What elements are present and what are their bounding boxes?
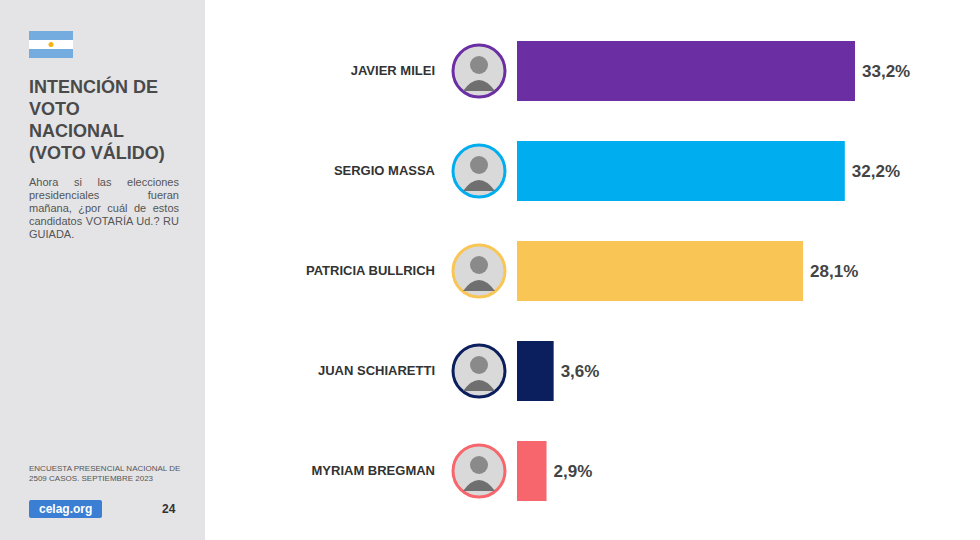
category-label: JAVIER MILEI: [351, 63, 435, 78]
portrait-frame: [453, 345, 505, 397]
category-label: MYRIAM BREGMAN: [312, 463, 436, 478]
portrait: [453, 445, 505, 497]
category-label: JUAN SCHIARETTI: [318, 363, 435, 378]
portrait-frame: [453, 145, 505, 197]
portrait-body: [463, 380, 495, 391]
portrait-head: [470, 256, 488, 274]
portrait-head: [470, 456, 488, 474]
bar: [517, 241, 803, 301]
portraits: [453, 45, 505, 497]
tick: SERGIO MASSA: [334, 163, 436, 178]
bar: [517, 41, 855, 101]
chart: JAVIER MILEI SERGIO MASSA PATRICIA BULLRIC…: [0, 0, 980, 540]
flag-stripe: [29, 49, 73, 58]
bar: [517, 341, 554, 401]
page-number: 24: [162, 502, 175, 516]
logo: celag.org: [29, 500, 102, 518]
flag-stripe: [29, 40, 73, 49]
portrait-body: [463, 80, 495, 91]
tick: JUAN SCHIARETTI: [318, 363, 435, 378]
portrait-head: [470, 56, 488, 74]
bar: [517, 141, 845, 201]
flag-stripe: [29, 31, 73, 40]
portrait: [453, 145, 505, 197]
data-label: 32,2%: [852, 162, 900, 181]
data-label: 2,9%: [554, 462, 593, 481]
category-label: SERGIO MASSA: [334, 163, 436, 178]
source-note: ENCUESTA PRESENCIAL NACIONAL DE 2509 CAS…: [29, 464, 189, 484]
title: INTENCIÓN DE VOTO NACIONAL (VOTO VÁLIDO): [29, 76, 179, 164]
data-label: 33,2%: [862, 62, 910, 81]
data-labels: 33,2% 32,2% 28,1% 3,6% 2,9%: [554, 62, 911, 481]
data-label: 28,1%: [810, 262, 858, 281]
tick: MYRIAM BREGMAN: [312, 463, 436, 478]
portrait: [453, 45, 505, 97]
tick: JAVIER MILEI: [351, 63, 435, 78]
flag-sun: [49, 42, 54, 47]
data-label: 3,6%: [561, 362, 600, 381]
portrait-body: [463, 180, 495, 191]
portrait-head: [470, 156, 488, 174]
category-axis: JAVIER MILEI SERGIO MASSA PATRICIA BULLRIC…: [306, 63, 436, 478]
bar: [517, 441, 547, 501]
portrait-body: [463, 480, 495, 491]
portrait-head: [470, 356, 488, 374]
portrait-frame: [453, 445, 505, 497]
portrait-frame: [453, 245, 505, 297]
flag: [29, 31, 73, 58]
portrait-frame: [453, 45, 505, 97]
portrait-body: [463, 280, 495, 291]
subtitle: Ahora si las elecciones presidenciales f…: [29, 176, 179, 241]
bars: [517, 41, 855, 501]
tick: PATRICIA BULLRICH: [306, 263, 435, 278]
portrait: [453, 245, 505, 297]
portrait: [453, 345, 505, 397]
category-label: PATRICIA BULLRICH: [306, 263, 435, 278]
